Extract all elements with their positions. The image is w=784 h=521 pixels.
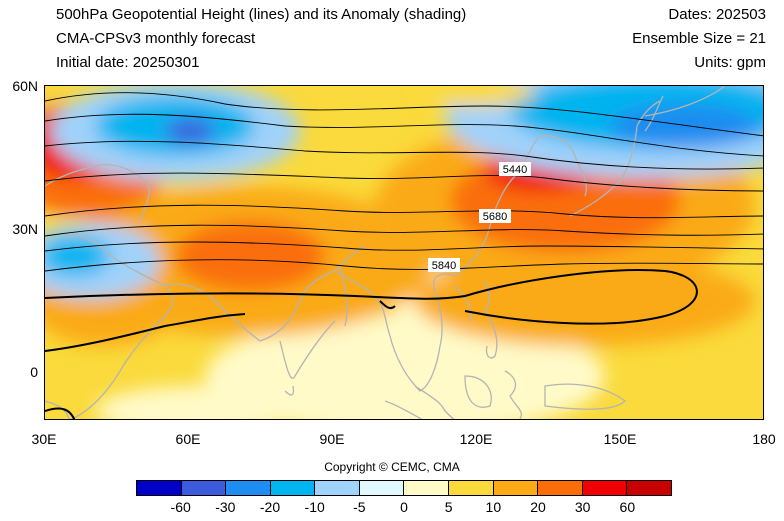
colorbar-label: 10 <box>485 499 502 515</box>
coastline-sulawesi <box>504 370 522 419</box>
coastline-persia <box>164 283 261 342</box>
contour-line <box>45 92 763 137</box>
coastline-horn-of-africa <box>45 400 70 419</box>
weak-anomaly-north <box>415 86 535 106</box>
contour-label-bg <box>479 209 511 223</box>
strong-anomaly-tibet <box>175 221 325 291</box>
coastline-okhotsk <box>644 86 726 117</box>
lat-tick-eq: 0 <box>30 364 38 380</box>
colorbar-swatch <box>582 481 628 495</box>
contour-line <box>45 224 763 237</box>
contour-label-5680: 5680 <box>483 211 507 223</box>
geopotential-contours <box>45 92 763 419</box>
colorbar-swatch <box>538 481 583 495</box>
colorbar-swatch <box>137 481 182 495</box>
coastline-black-sea <box>45 164 150 222</box>
copyright-notice: Copyright © CEMC, CMA <box>324 460 460 474</box>
map-title: 500hPa Geopotential Height (lines) and i… <box>56 6 467 23</box>
contour-label-bg <box>499 162 531 176</box>
ensemble-size: Ensemble Size = 21 <box>632 30 766 47</box>
contour-line <box>45 140 763 170</box>
contour-line <box>45 172 763 192</box>
contour-label-5840: 5840 <box>432 260 456 272</box>
colorbar-swatch <box>627 481 671 495</box>
colorbar-swatch <box>315 481 360 495</box>
coastline-taiwan <box>484 280 491 312</box>
coastline-hainan <box>454 285 472 322</box>
contour-label-5440: 5440 <box>503 164 527 176</box>
coastline-himalaya <box>334 245 366 272</box>
contour-5880-pacific-cell <box>464 269 698 325</box>
lon-tick-180: 180 <box>752 431 776 447</box>
contour-5880-bottom-cell <box>45 407 76 419</box>
colorbar-swatch <box>270 481 316 495</box>
colorbar-label: 60 <box>619 499 636 515</box>
colorbar-swatch <box>404 481 450 495</box>
contour-line <box>45 204 763 219</box>
initial-date: Initial date: 20250301 <box>56 54 200 71</box>
contour-line <box>45 241 763 252</box>
colorbar-swatch <box>493 481 539 495</box>
colorbar-label: -5 <box>353 499 366 515</box>
coastline-india-west <box>259 270 336 342</box>
colorbar-swatch <box>181 481 227 495</box>
units-label: Units: gpm <box>694 54 766 71</box>
coastline-india <box>279 320 336 379</box>
contour-5880-small-cell <box>379 300 396 310</box>
contour-5880-thick <box>45 292 466 300</box>
lon-tick-150e: 150E <box>603 431 637 447</box>
colorbar-label: 20 <box>530 499 546 515</box>
contour-line <box>45 113 763 157</box>
lon-tick-30e: 30E <box>31 431 57 447</box>
colorbar-label: -20 <box>259 499 281 515</box>
coastline-sumatra <box>384 400 423 419</box>
lon-tick-60e: 60E <box>175 431 201 447</box>
forecast-dates: Dates: 202503 <box>668 6 766 23</box>
coastline-japan <box>569 100 661 217</box>
coastline-new-guinea <box>544 383 626 410</box>
coastline-philippines <box>484 310 498 359</box>
lat-tick-60n: 60N <box>12 78 38 94</box>
colorbar-label: 30 <box>574 499 591 515</box>
lat-tick-30n: 30N <box>12 221 38 237</box>
coastline-malaya <box>414 385 455 419</box>
anomaly-map: 5440 5680 5840 <box>45 86 763 419</box>
colorbar-label: 0 <box>400 499 408 515</box>
model-name: CMA-CPSv3 monthly forecast <box>56 30 256 47</box>
colorbar-label: 5 <box>444 499 453 515</box>
colorbar-swatch <box>449 481 494 495</box>
anomaly-shading <box>45 86 763 419</box>
lon-tick-90e: 90E <box>319 431 345 447</box>
coastline-sri-lanka <box>284 385 295 396</box>
pale-anomaly-indian-ocean <box>95 386 295 419</box>
map-panel: 5440 5680 5840 <box>44 85 764 420</box>
colorbar-swatch <box>359 481 405 495</box>
colorbar-swatch <box>226 481 271 495</box>
contour-5880-southern <box>45 313 246 352</box>
coastline-borneo <box>464 375 492 408</box>
lon-tick-120e: 120E <box>459 431 493 447</box>
negative-anomaly-siberia-min <box>165 119 215 143</box>
contour-label-bg <box>428 258 460 272</box>
colorbar-label: -10 <box>304 499 325 515</box>
colorbar-label: -60 <box>170 499 191 515</box>
colorbar <box>136 480 672 496</box>
colorbar-label: -30 <box>215 499 236 515</box>
coastline-korea <box>539 135 587 197</box>
coastline-indochina <box>389 273 456 392</box>
pale-anomaly-tropics <box>205 316 605 419</box>
contour-labels: 5440 5680 5840 <box>428 162 531 272</box>
